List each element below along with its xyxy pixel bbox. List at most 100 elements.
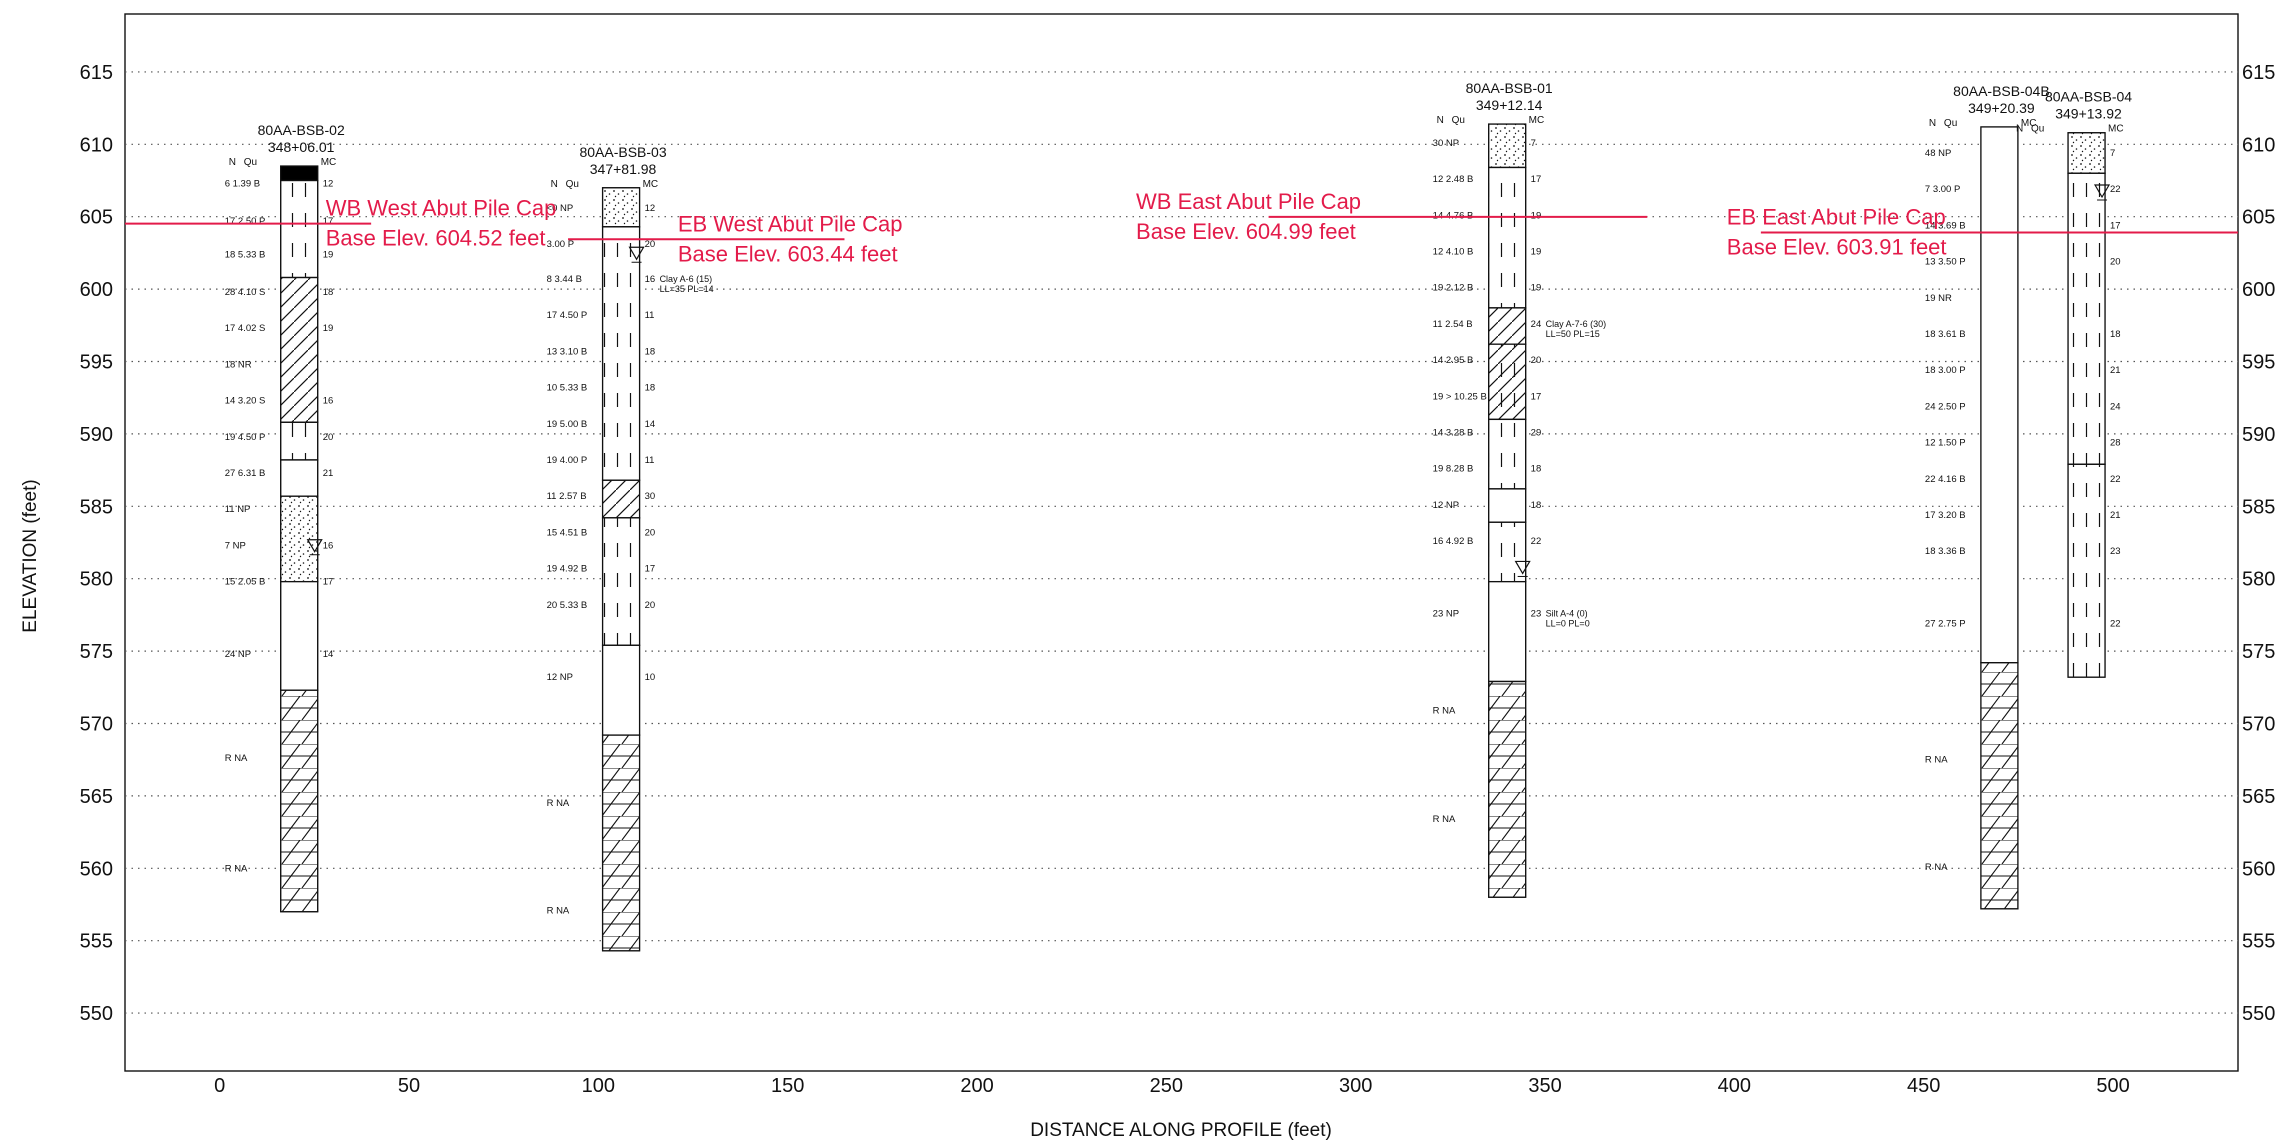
sample-n-qu: 19 4.50 P xyxy=(225,432,266,443)
sample-mc: 14 xyxy=(323,649,334,660)
sample-mc: 17 xyxy=(323,577,334,588)
boring-header-n: N xyxy=(2016,124,2023,135)
sample-mc: 22 xyxy=(2110,619,2121,630)
y-tick-label-left: 605 xyxy=(80,207,113,229)
y-tick-label-right: 595 xyxy=(2242,352,2275,374)
sample-mc: 18 xyxy=(645,346,656,357)
soil-layer-fill xyxy=(1488,124,1526,168)
soil-layer-fill xyxy=(2068,464,2106,678)
sample-n-qu: 11 2.57 B xyxy=(547,491,587,502)
boring-header-qu: Qu xyxy=(1452,115,1465,126)
sample-mc: 20 xyxy=(1531,355,1542,366)
y-tick-label-right: 590 xyxy=(2242,424,2275,446)
soil-layer-fill xyxy=(602,187,640,227)
y-tick-label-left: 610 xyxy=(80,134,113,156)
soil-classification-note: Clay A-7-6 (30) xyxy=(1546,319,1607,329)
boring-station: 347+81.98 xyxy=(590,161,657,177)
boring-header-mc: MC xyxy=(1529,115,1545,126)
soil-classification-note: LL=50 PL=15 xyxy=(1546,329,1600,339)
boring-header-qu: Qu xyxy=(1944,118,1957,129)
sample-mc: 14 xyxy=(645,419,656,430)
sample-n-qu: 18 5.33 B xyxy=(225,249,266,260)
y-tick-label-left: 565 xyxy=(80,786,113,808)
tick-layer: 550 550 555 555 560 560 565 565 570 570 575 575 580 5… xyxy=(80,62,2276,1097)
soil-layer-fill xyxy=(280,422,318,460)
sample-mc: 19 xyxy=(1531,246,1542,257)
sample-n-qu: 18 3.61 B xyxy=(1925,329,1966,340)
boring-header-mc: MC xyxy=(321,157,337,168)
sample-n-qu: 17 4.02 S xyxy=(225,323,266,334)
sample-n-qu: 14 2.95 B xyxy=(1433,355,1474,366)
sample-mc: 28 xyxy=(2110,438,2121,449)
sample-n-qu: 27 2.75 P xyxy=(1925,619,1966,630)
sample-n-qu: 6 1.39 B xyxy=(225,178,260,189)
sample-mc: 22 xyxy=(1531,536,1542,547)
boring-id: 80AA-BSB-04B xyxy=(1953,83,2050,99)
soil-layer-fill xyxy=(1488,344,1526,420)
y-tick-label-left: 600 xyxy=(80,279,113,301)
sample-mc: 16 xyxy=(323,540,334,551)
y-tick-label-left: 590 xyxy=(80,424,113,446)
pile-cap-elevation: Base Elev. 603.91 feet xyxy=(1727,234,1947,259)
sample-mc: 22 xyxy=(2110,474,2121,485)
sample-n-qu: 15 2.05 B xyxy=(225,577,266,588)
sample-n-qu: R NA xyxy=(1925,755,1948,766)
y-tick-label-right: 605 xyxy=(2242,207,2275,229)
sample-mc: 24 xyxy=(2110,401,2121,412)
boring-header-mc: MC xyxy=(2108,124,2124,135)
sample-n-qu: 20 5.33 B xyxy=(547,600,588,611)
sample-mc: 19 xyxy=(323,323,334,334)
pile-cap-annotation: EB East Abut Pile Cap Base Elev. 603.91 f… xyxy=(1727,204,2238,259)
sample-mc: 17 xyxy=(323,216,334,227)
plot-frame xyxy=(124,13,2239,1072)
water-level-marker xyxy=(306,539,323,553)
x-tick-label: 400 xyxy=(1718,1075,1751,1097)
sample-n-qu: 24 2.50 P xyxy=(1925,401,1966,412)
boring-header-n: N xyxy=(1437,115,1444,126)
soil-layer-outline xyxy=(601,734,641,952)
boring-id: 80AA-BSB-04 xyxy=(2045,89,2132,105)
water-level-marker xyxy=(628,246,645,261)
boring-station: 349+20.39 xyxy=(1968,100,2035,116)
sample-mc: 19 xyxy=(1531,283,1542,294)
sample-n-qu: 18 NR xyxy=(225,359,252,370)
sample-n-qu: 17 4.50 P xyxy=(547,310,588,321)
y-tick-label-right: 555 xyxy=(2242,931,2275,953)
sample-n-qu: 12 2.48 B xyxy=(1433,174,1474,185)
sample-n-qu: 11 NP xyxy=(225,504,251,515)
x-axis-title: DISTANCE ALONG PROFILE (feet) xyxy=(1030,1120,1332,1141)
boring-id: 80AA-BSB-03 xyxy=(579,144,666,160)
sample-mc: 18 xyxy=(1531,464,1542,475)
soil-layer xyxy=(1488,580,1527,683)
soil-layer-outline xyxy=(1488,680,1527,898)
pile-cap-annotation: WB West Abut Pile Cap Base Elev. 604.52 f… xyxy=(125,196,556,251)
sample-mc: 18 xyxy=(1531,500,1542,511)
soil-layer-fill xyxy=(280,496,318,582)
water-level-marker xyxy=(2093,184,2111,199)
sample-n-qu: 15 4.51 B xyxy=(547,527,588,538)
sample-mc: 18 xyxy=(645,383,656,394)
y-axis-title: ELEVATION (feet) xyxy=(20,479,41,632)
sample-n-qu: R NA xyxy=(1433,814,1456,825)
sample-mc: 19 xyxy=(1531,210,1542,221)
water-level-marker xyxy=(1514,560,1531,575)
soil-classification-note: LL=35 PL=14 xyxy=(660,284,714,294)
sample-n-qu: 10 5.33 B xyxy=(547,383,588,394)
sample-mc: 16 xyxy=(323,396,334,407)
sample-n-qu: R NA xyxy=(225,863,248,874)
boring-station: 348+06.01 xyxy=(268,139,335,155)
sample-mc: 20 xyxy=(645,527,656,538)
x-tick-label: 250 xyxy=(1150,1075,1183,1097)
boring-header-mc: MC xyxy=(643,179,659,190)
sample-n-qu: 14 4.76 B xyxy=(1433,210,1474,221)
sample-n-qu: 19 5.00 B xyxy=(547,419,588,430)
pile-cap-elevation: Base Elev. 603.44 feet xyxy=(678,241,898,266)
sample-n-qu: 27 6.31 B xyxy=(225,468,266,479)
